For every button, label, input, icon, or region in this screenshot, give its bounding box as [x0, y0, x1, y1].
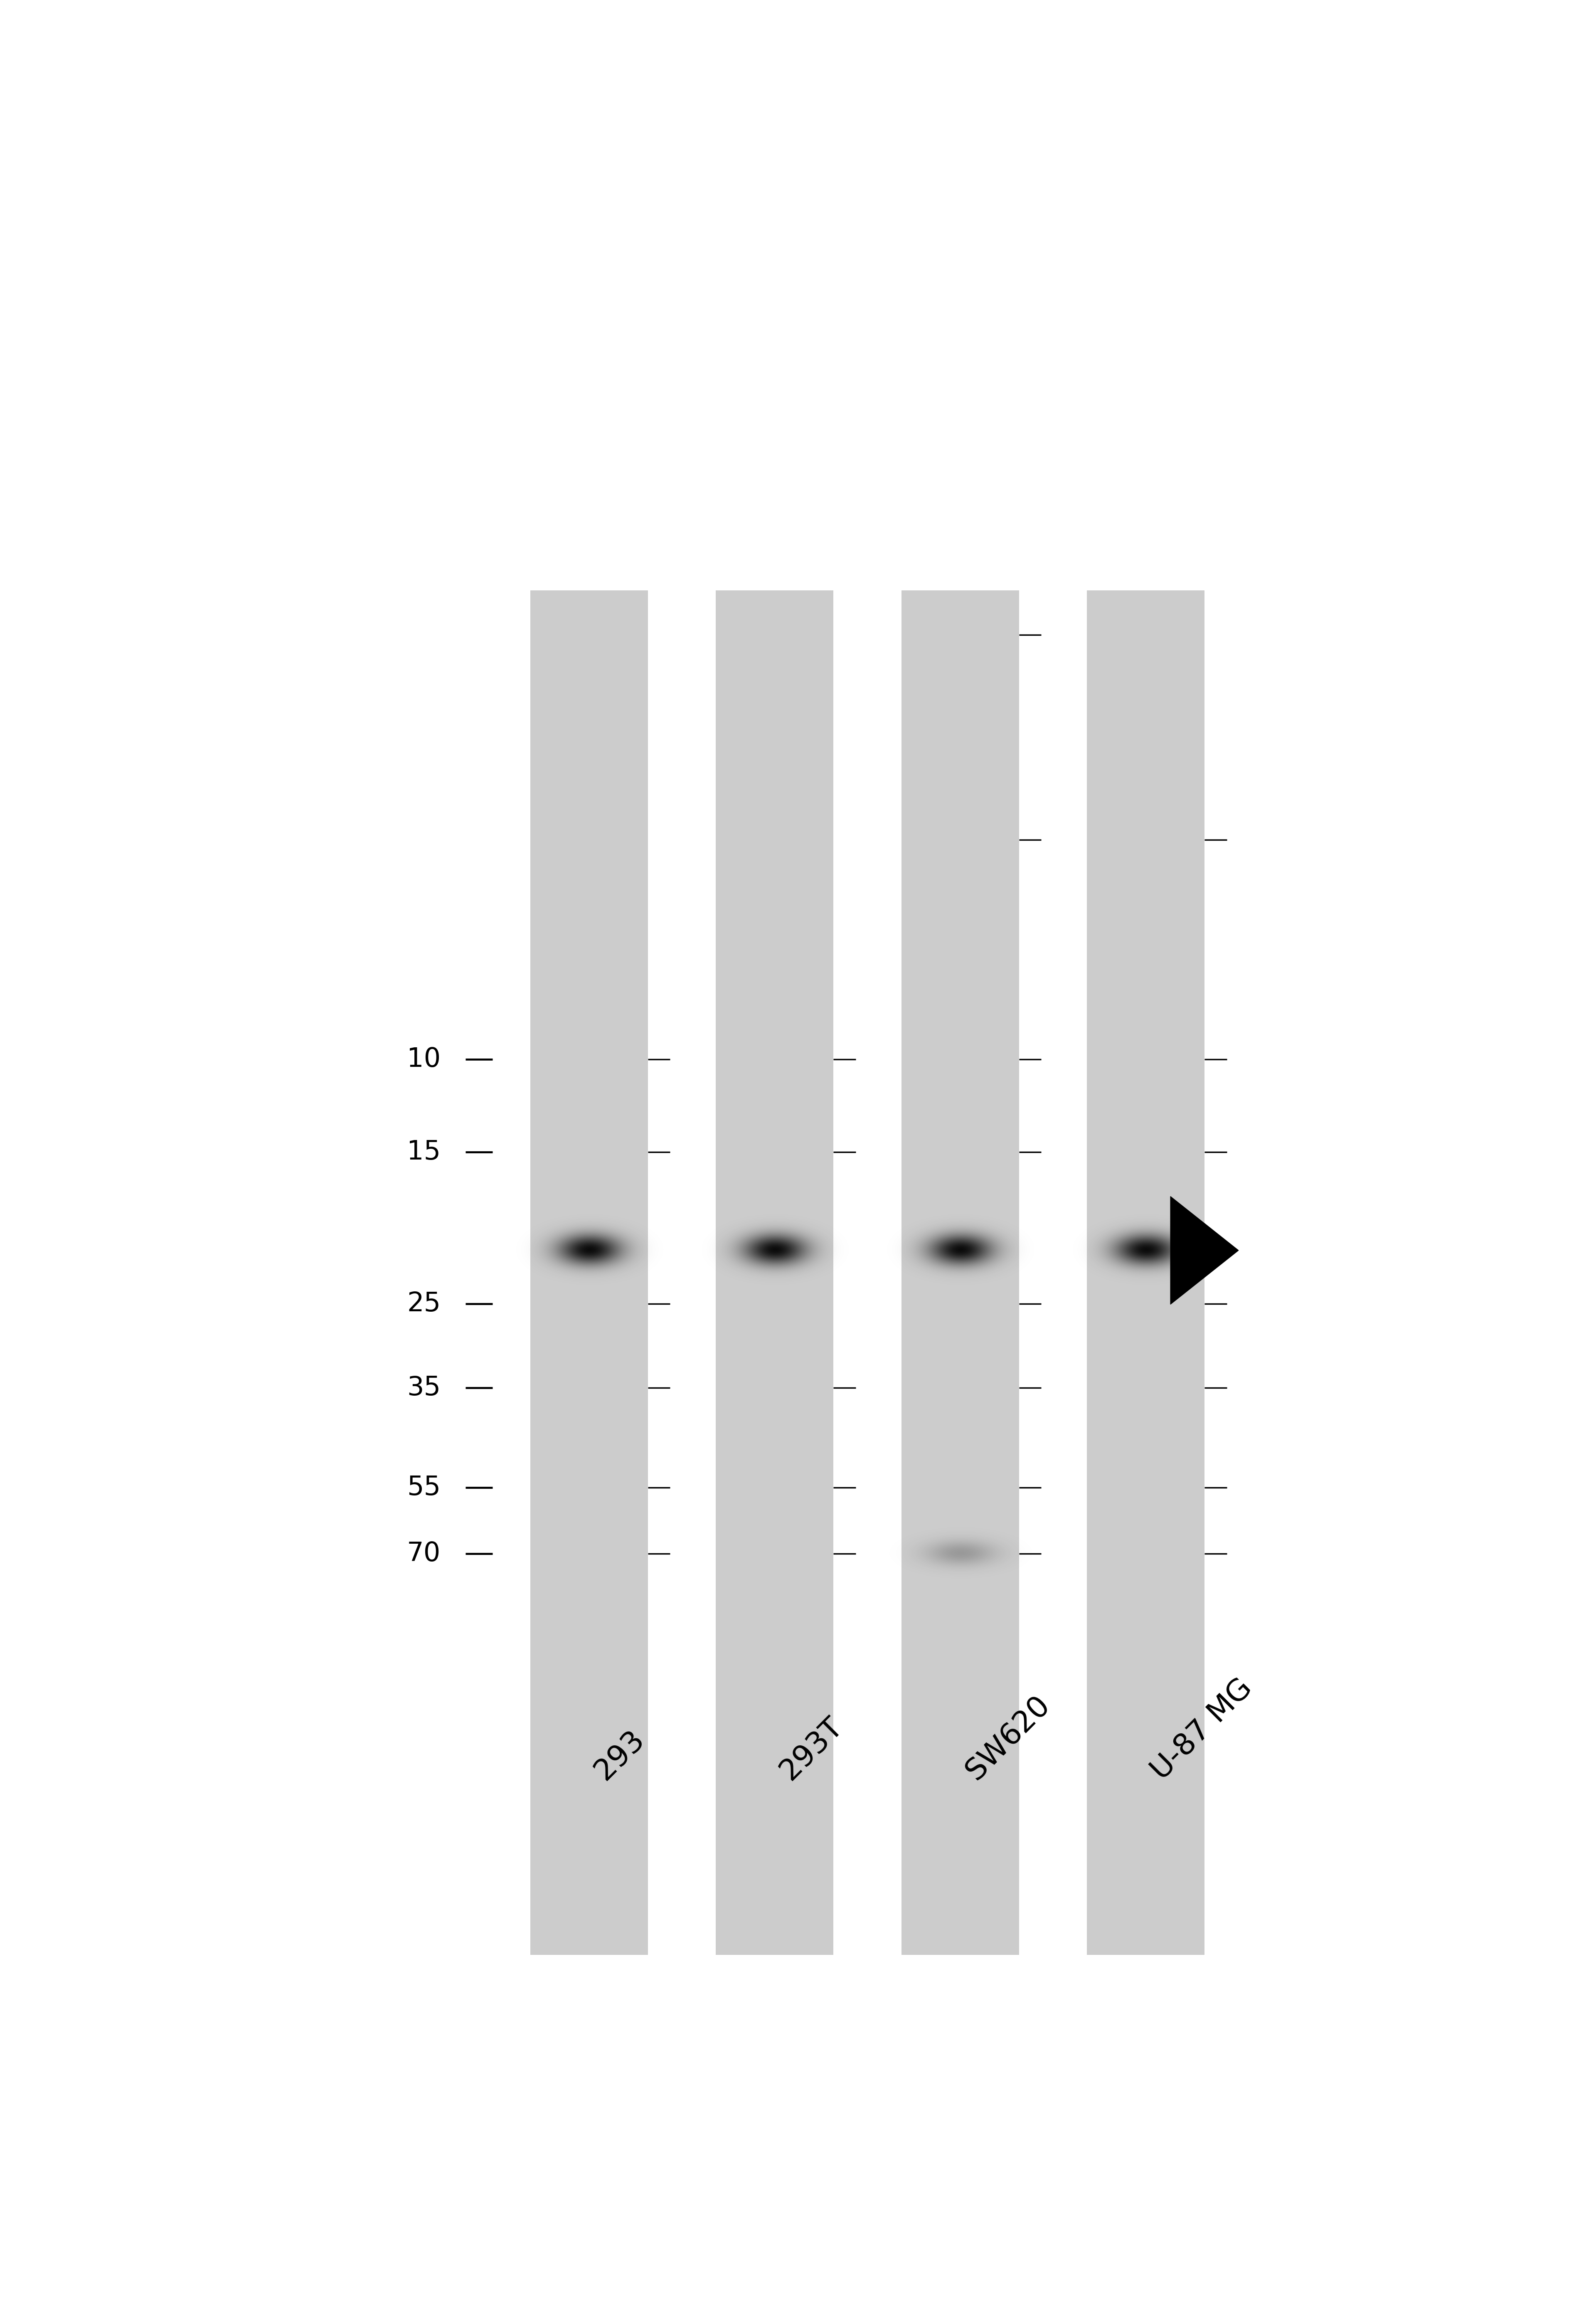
Text: 35: 35 — [407, 1374, 440, 1402]
Text: 293T: 293T — [774, 1712, 849, 1786]
Text: SW620: SW620 — [961, 1691, 1055, 1786]
Bar — [1087, 591, 1205, 1956]
Bar — [530, 591, 648, 1956]
Text: 55: 55 — [407, 1474, 440, 1501]
Text: U-87 MG: U-87 MG — [1146, 1673, 1258, 1786]
Text: 293: 293 — [589, 1724, 650, 1786]
Polygon shape — [1170, 1196, 1238, 1304]
Text: 10: 10 — [407, 1047, 440, 1073]
Text: 25: 25 — [407, 1291, 440, 1316]
Text: 70: 70 — [407, 1541, 440, 1566]
Bar — [902, 591, 1018, 1956]
Bar — [717, 591, 833, 1956]
Text: 15: 15 — [407, 1140, 440, 1165]
